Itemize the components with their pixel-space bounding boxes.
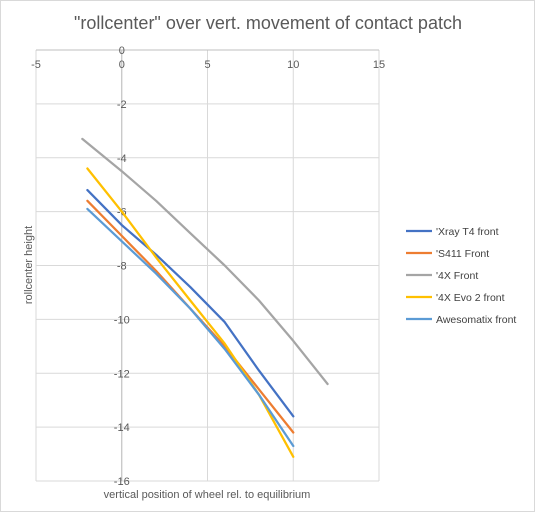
y-tick-label: -12 xyxy=(114,368,130,380)
y-tick-label: -4 xyxy=(117,153,127,165)
legend-label: '4X Front xyxy=(436,270,478,282)
legend-label: Awesomatix front xyxy=(436,314,516,326)
legend: 'Xray T4 front 'S411 Front '4X Front '4X Ev… xyxy=(406,226,516,326)
y-tick-label: -10 xyxy=(114,314,130,326)
x-tick-label: 5 xyxy=(204,59,210,71)
x-axis-title: vertical position of wheel rel. to equil… xyxy=(104,489,311,501)
y-tick-label: -14 xyxy=(114,422,130,434)
x-tick-label: 10 xyxy=(287,59,299,71)
series-line-1 xyxy=(86,188,295,418)
y-tick-label: -8 xyxy=(117,261,127,273)
legend-label: 'Xray T4 front xyxy=(436,226,499,238)
x-tick-label: -5 xyxy=(31,59,41,71)
y-axis-title: rollcenter height xyxy=(23,226,35,304)
legend-label: '4X Evo 2 front xyxy=(436,292,505,304)
series-lines xyxy=(81,137,329,458)
x-tick-label: 15 xyxy=(373,59,385,71)
y-tick-label: -2 xyxy=(117,99,127,111)
legend-label: 'S411 Front xyxy=(436,248,489,260)
series-line-5 xyxy=(86,207,295,448)
y-tick-label: -16 xyxy=(114,476,130,488)
chart-title: "rollcenter" over vert. movement of cont… xyxy=(74,13,462,33)
x-tick-label: 0 xyxy=(119,59,125,71)
axes xyxy=(36,49,379,481)
series-line-3 xyxy=(81,137,329,386)
y-tick-label: 0 xyxy=(119,45,125,57)
